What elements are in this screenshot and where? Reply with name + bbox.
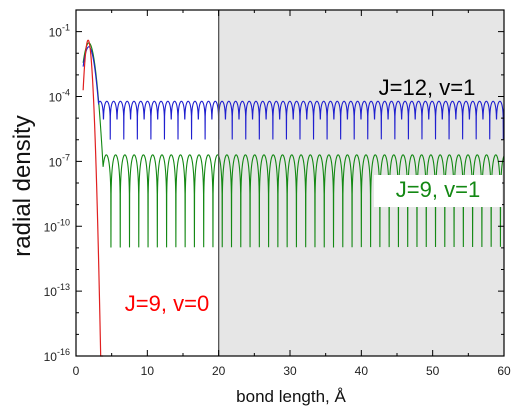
x-tick-label: 10 xyxy=(141,364,155,378)
annotation-j-9-v-0: J=9, v=0 xyxy=(125,291,209,316)
series-line-j-12-v-1 xyxy=(82,46,505,140)
x-tick-label: 0 xyxy=(73,364,80,378)
annotation-j-12-v-1: J=12, v=1 xyxy=(379,75,476,100)
annotation-j-9-v-1: J=9, v=1 xyxy=(396,177,480,202)
x-tick-label: 30 xyxy=(283,364,297,378)
series-annotations: J=12, v=1 J=9, v=1 J=9, v=0 xyxy=(125,75,502,316)
series-line-j-9-v-0 xyxy=(82,39,104,357)
y-tick-label: 10-4 xyxy=(49,88,70,105)
x-tick-label: 20 xyxy=(212,364,226,378)
x-tick-label: 40 xyxy=(355,364,369,378)
y-tick-label: 10-13 xyxy=(44,282,70,299)
x-axis-ticks: 0 10 20 30 40 50 60 xyxy=(73,10,511,378)
y-axis-title: radial density xyxy=(9,115,36,256)
x-tick-label: 50 xyxy=(426,364,440,378)
y-tick-label: 10-1 xyxy=(49,23,70,40)
y-tick-label: 10-10 xyxy=(44,217,70,234)
annotation-box-j-9-v-1 xyxy=(374,175,502,207)
x-axis-title: bond length, Å xyxy=(236,387,346,406)
series-layer xyxy=(82,39,505,357)
y-tick-label: 10-7 xyxy=(49,152,70,169)
y-axis-ticks: 10-16 10-13 10-10 10-7 10-4 10-1 xyxy=(44,9,504,364)
x-tick-label: 60 xyxy=(497,364,511,378)
y-tick-label: 10-16 xyxy=(44,347,70,364)
series-line-j-9-v-1 xyxy=(82,42,505,248)
